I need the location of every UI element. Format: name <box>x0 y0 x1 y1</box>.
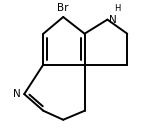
Text: N: N <box>109 15 117 25</box>
Text: H: H <box>114 3 120 12</box>
Text: Br: Br <box>57 3 69 13</box>
Text: N: N <box>13 89 21 99</box>
